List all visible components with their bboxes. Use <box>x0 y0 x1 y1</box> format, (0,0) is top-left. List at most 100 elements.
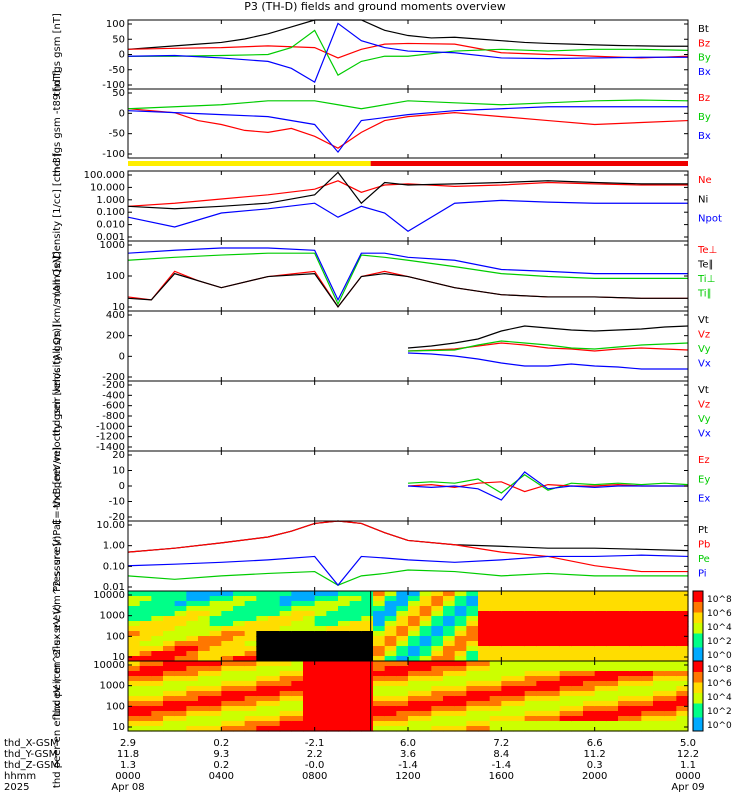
heatmap-cell <box>454 681 467 687</box>
heatmap-cell <box>198 611 211 617</box>
heatmap-cell <box>559 691 572 697</box>
heatmap-cell <box>233 701 246 707</box>
heatmap-cell <box>314 686 327 692</box>
heatmap-cell <box>233 716 246 722</box>
heatmap-cell <box>128 616 141 622</box>
series-line-Bt <box>127 19 688 50</box>
heatmap-cell <box>279 656 292 662</box>
colorbar-segment <box>693 591 703 595</box>
legend-Te⊥: Te⊥ <box>697 245 717 256</box>
legend-Bz: Bz <box>698 93 710 104</box>
heatmap-cell <box>186 596 199 602</box>
heatmap-cell <box>233 616 246 622</box>
heatmap-cell <box>128 671 141 677</box>
heatmap-cell <box>664 696 677 702</box>
y-tick-label: -600 <box>102 401 125 412</box>
heatmap-cell <box>676 681 689 687</box>
series-line-Pb <box>127 520 688 573</box>
heatmap-cell <box>314 616 327 622</box>
panel-frame <box>127 380 689 452</box>
heatmap-cell <box>641 636 654 642</box>
heatmap-cell <box>233 641 246 647</box>
heatmap-cell <box>163 656 176 662</box>
heatmap-cell <box>664 656 677 662</box>
y-tick-label: -100 <box>102 80 125 91</box>
heatmap-cell <box>559 726 572 732</box>
heatmap-cell <box>174 706 187 712</box>
heatmap-cell <box>314 696 327 702</box>
heatmap-cell <box>629 606 642 612</box>
heatmap-cell <box>618 706 631 712</box>
heatmap-cell <box>139 591 152 597</box>
heatmap-cell <box>303 626 316 632</box>
heatmap-cell <box>139 701 152 707</box>
heatmap-cell <box>174 651 187 657</box>
panel-frame <box>127 19 689 90</box>
heatmap-cell <box>454 671 467 677</box>
colorbar-segment <box>693 710 703 714</box>
heatmap-cell <box>664 596 677 602</box>
heatmap-cell <box>524 686 537 692</box>
heatmap-cell <box>548 701 561 707</box>
heatmap-cell <box>163 626 176 632</box>
series-line-By <box>128 29 689 77</box>
colorbar-segment <box>693 717 703 721</box>
heatmap-cell <box>548 666 561 672</box>
heatmap-cell <box>664 606 677 612</box>
heatmap-cell <box>419 591 432 597</box>
heatmap-cell <box>431 701 444 707</box>
heatmap-cell <box>548 711 561 717</box>
heatmap-cell <box>513 656 526 662</box>
heatmap-cell <box>454 596 467 602</box>
heatmap-cell <box>268 676 281 682</box>
heatmap-cell <box>559 591 572 597</box>
heatmap-cell <box>466 646 479 652</box>
heatmap-cell <box>291 631 304 637</box>
heatmap-cell <box>489 661 502 667</box>
heatmap-cell <box>186 726 199 732</box>
heatmap-cell <box>338 656 351 662</box>
heatmap-cell <box>653 706 666 712</box>
heatmap-cell <box>268 646 281 652</box>
heatmap-cell <box>338 646 351 652</box>
heatmap-cell <box>268 656 281 662</box>
heatmap-cell <box>349 606 362 612</box>
heatmap-cell <box>139 641 152 647</box>
heatmap-cell <box>128 701 141 707</box>
heatmap-cell <box>501 626 514 632</box>
heatmap-cell <box>454 616 467 622</box>
heatmap-cell <box>256 626 269 632</box>
heatmap-cell <box>443 726 456 732</box>
heatmap-cell <box>174 646 187 652</box>
heatmap-cell <box>524 601 537 607</box>
heatmap-cell <box>291 726 304 732</box>
heatmap-cell <box>291 651 304 657</box>
heatmap-cell <box>501 726 514 732</box>
heatmap-cell <box>594 606 607 612</box>
heatmap-cell <box>583 691 596 697</box>
y-tick-label: 0.001 <box>96 232 125 243</box>
heatmap-cell <box>641 621 654 627</box>
heatmap-cell <box>594 671 607 677</box>
heatmap-cell <box>419 671 432 677</box>
heatmap-cell <box>524 591 537 597</box>
heatmap-cell <box>256 681 269 687</box>
heatmap-cell <box>326 711 339 717</box>
heatmap-cell <box>524 626 537 632</box>
heatmap-cell <box>198 696 211 702</box>
heatmap-cell <box>314 656 327 662</box>
heatmap-cell <box>396 676 409 682</box>
heatmap-cell <box>209 706 222 712</box>
heatmap-cell <box>291 686 304 692</box>
heatmap-cell <box>536 701 549 707</box>
heatmap-cell <box>501 641 514 647</box>
heatmap-cell <box>408 666 421 672</box>
colorbar-tick-label: 10^4 <box>707 693 732 703</box>
heatmap-cell <box>431 606 444 612</box>
heatmap-cell <box>653 721 666 727</box>
heatmap-cell <box>641 651 654 657</box>
heatmap-cell <box>524 701 537 707</box>
heatmap-cell <box>349 641 362 647</box>
heatmap-cell <box>268 621 281 627</box>
heatmap-cell <box>326 701 339 707</box>
